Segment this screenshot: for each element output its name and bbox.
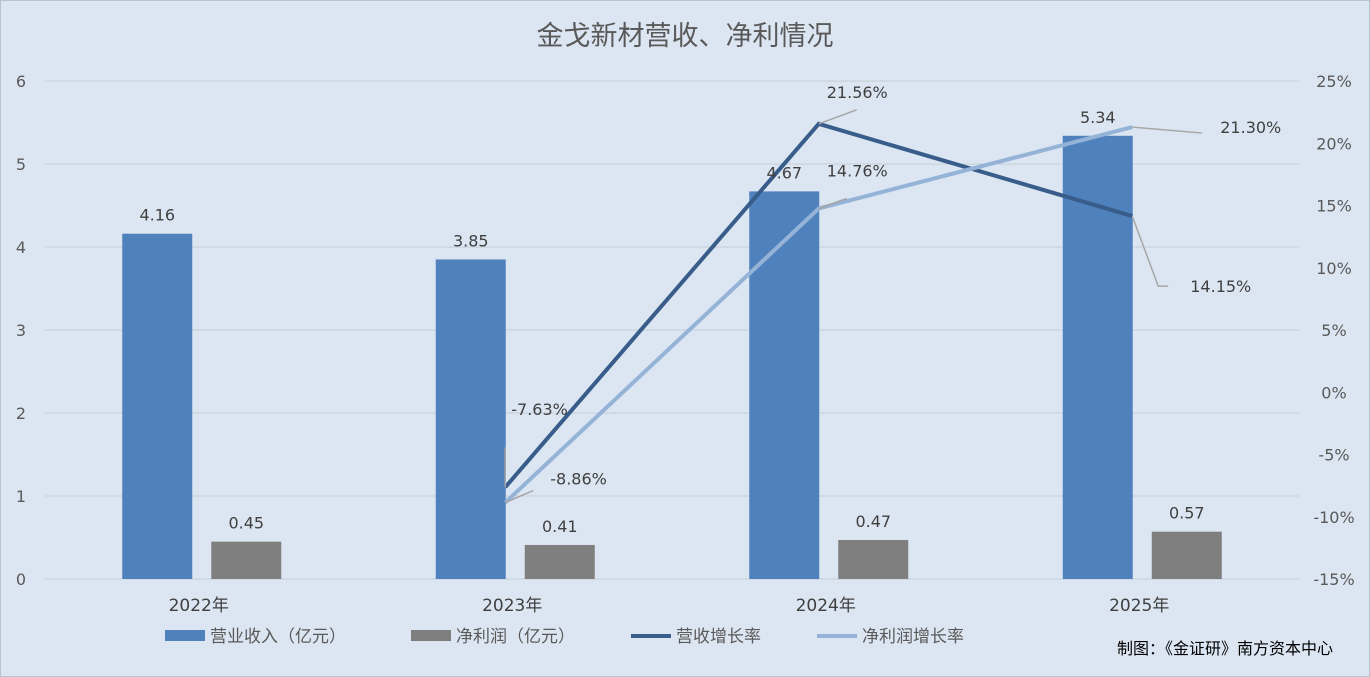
bar-data-label: 4.16 (139, 206, 175, 225)
right-axis-tick-label: 15% (1316, 197, 1352, 216)
right-axis-tick-label: 0% (1321, 383, 1346, 402)
left-axis-tick-label: 4 (16, 238, 26, 257)
bar (435, 259, 506, 579)
bar-data-label: 0.45 (228, 514, 264, 533)
x-category-label: 2022年 (169, 596, 229, 616)
left-axis-ticks: 0 1 2 3 4 5 6 (16, 72, 26, 589)
bar-data-label: 0.47 (855, 512, 891, 531)
right-axis-tick-label: -15% (1313, 570, 1354, 589)
left-axis-tick-label: 6 (16, 72, 26, 91)
legend-swatch (411, 630, 451, 641)
legend: 营业收入（亿元） 净利润（亿元） 营收增长率 净利润增长率 (165, 627, 964, 647)
bar-series (122, 135, 1222, 579)
bar (211, 541, 282, 579)
right-axis-tick-label: 25% (1316, 72, 1352, 91)
bar-data-label: 5.34 (1080, 108, 1116, 127)
x-axis-categories: 2022年 2023年 2024年 2025年 (169, 596, 1170, 616)
bar-data-label: 3.85 (453, 231, 489, 250)
legend-label: 净利润增长率 (862, 627, 964, 647)
bar (1151, 531, 1222, 579)
legend-label: 营业收入（亿元） (210, 627, 346, 647)
x-category-label: 2024年 (796, 596, 856, 616)
label-leader-line (818, 109, 858, 125)
bar (122, 233, 193, 579)
line-data-label: -8.86% (550, 470, 607, 489)
bar-data-label: 0.41 (542, 517, 578, 536)
bar (1062, 135, 1133, 579)
chart-title: 金戈新材营收、净利情况 (537, 21, 834, 52)
line-data-label: -7.63% (511, 400, 568, 419)
line-data-label: 21.56% (827, 83, 888, 102)
bar (838, 539, 909, 579)
legend-label: 净利润（亿元） (456, 627, 575, 647)
line-data-label: 14.15% (1190, 277, 1251, 296)
left-axis-tick-label: 5 (16, 155, 26, 174)
right-axis-tick-label: -10% (1313, 508, 1354, 527)
label-leader-line (1132, 126, 1203, 134)
legend-label: 营收增长率 (676, 627, 761, 647)
bar (749, 191, 820, 579)
source-note: 制图：《金证研》南方资本中心 (1117, 639, 1333, 658)
line-series (503, 109, 1203, 505)
line-data-label: 14.76% (827, 161, 888, 180)
left-axis-tick-label: 3 (16, 321, 26, 340)
label-leader-line (504, 489, 534, 504)
bar-data-label: 4.67 (766, 163, 802, 182)
right-axis-tick-label: 5% (1321, 321, 1346, 340)
line-data-label: 21.30% (1220, 118, 1281, 137)
left-axis-tick-label: 0 (16, 570, 26, 589)
x-category-label: 2023年 (482, 596, 542, 616)
bar (524, 544, 595, 579)
label-leader-line (818, 197, 848, 210)
data-labels: 4.16 3.85 4.67 5.34 0.45 0.41 0.47 0.57 -7.63% 21… (139, 83, 1281, 536)
left-axis-tick-label: 1 (16, 487, 26, 506)
right-axis-tick-label: 10% (1316, 259, 1352, 278)
gridlines (45, 80, 1299, 580)
x-category-label: 2025年 (1109, 596, 1169, 616)
left-axis-tick-label: 2 (16, 404, 26, 423)
right-axis-tick-label: -5% (1318, 446, 1349, 465)
bar-data-label: 0.57 (1169, 504, 1205, 523)
right-axis-tick-label: 20% (1316, 134, 1352, 153)
label-leader-line (1131, 215, 1169, 287)
right-axis-ticks: -15% -10% -5% 0% 5% 10% 15% 20% 25% (1313, 72, 1354, 589)
legend-swatch (165, 630, 205, 641)
